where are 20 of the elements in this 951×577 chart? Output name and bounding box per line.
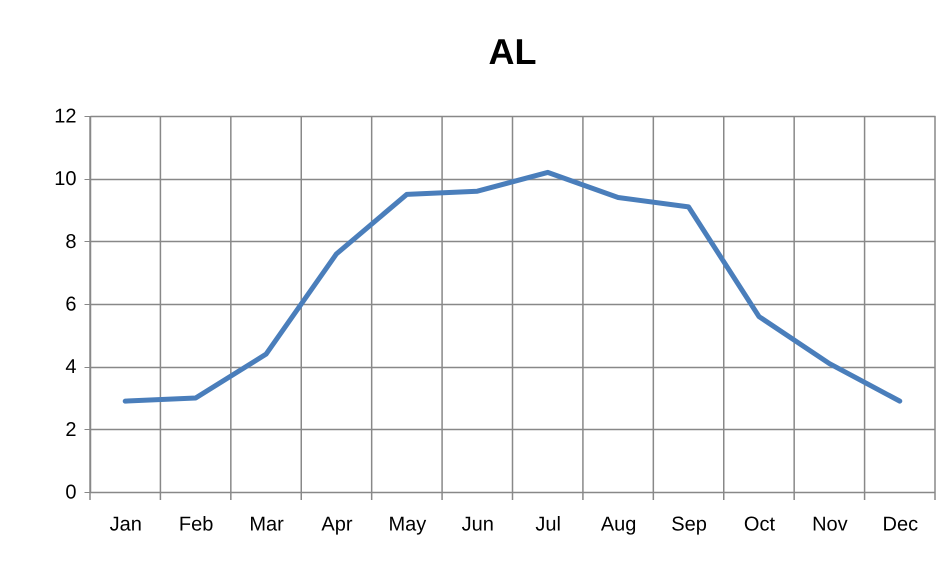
x-tick-label: Feb	[178, 514, 214, 536]
x-tick-label: May	[388, 514, 426, 536]
x-tick-label: Dec	[882, 514, 918, 536]
x-tick-label: Aug	[600, 514, 636, 536]
x-tick-label: Jan	[110, 514, 142, 536]
y-tick-label: 6	[65, 294, 76, 316]
y-tick-label: 8	[65, 230, 76, 253]
y-tick-label: 10	[54, 168, 76, 190]
x-tick-label: Mar	[249, 514, 284, 536]
y-tick-label: 2	[65, 418, 76, 441]
x-tick-label: Oct	[744, 514, 776, 536]
x-tick-label: Apr	[321, 514, 353, 536]
y-tick-label: 4	[65, 356, 76, 378]
y-tick-label: 0	[65, 482, 76, 504]
x-tick-label: Jun	[462, 514, 494, 536]
x-tick-label: Jul	[535, 514, 561, 536]
chart-title: AL	[488, 31, 536, 72]
y-tick-label: 12	[54, 106, 76, 128]
x-tick-label: Sep	[671, 514, 707, 536]
x-tick-label: Nov	[812, 514, 848, 536]
